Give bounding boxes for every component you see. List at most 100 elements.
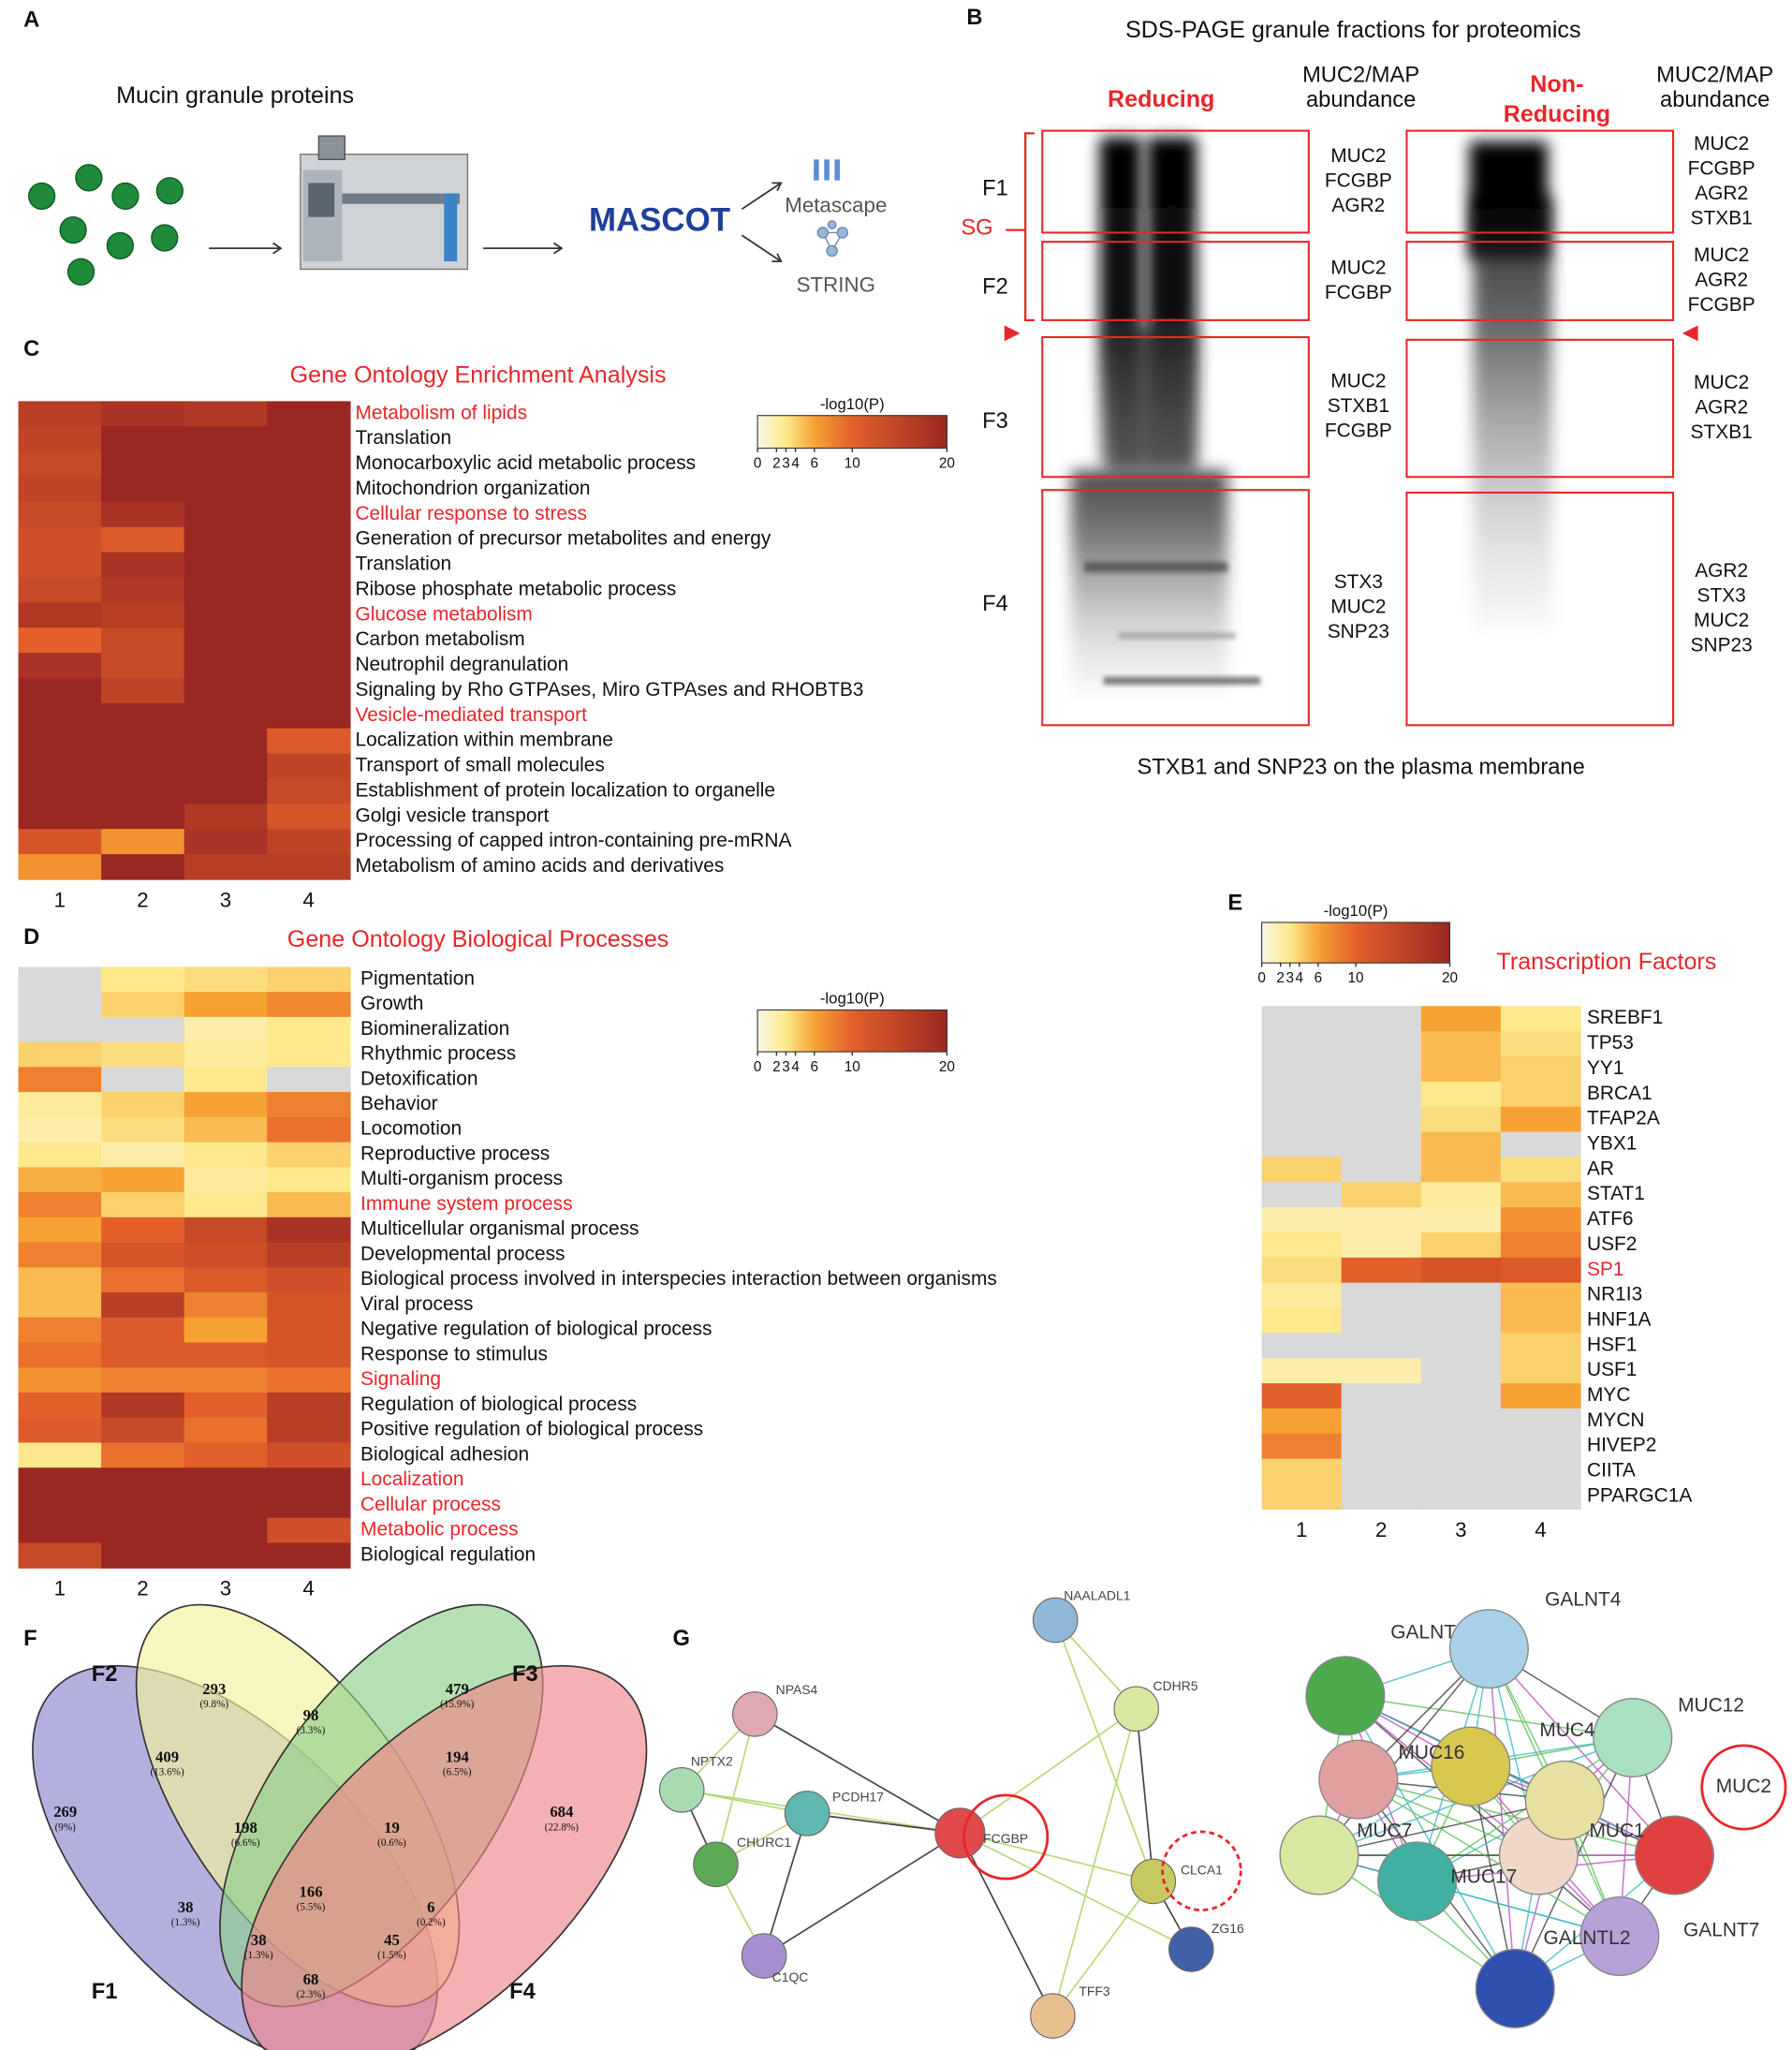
- heatmap-cell: [1261, 1408, 1343, 1435]
- fraction-box: [1405, 241, 1675, 321]
- protein: STX3: [1697, 584, 1746, 606]
- heatmap-cell: [184, 1041, 268, 1069]
- protein: MUC2: [1694, 372, 1749, 393]
- heatmap-cell: [184, 501, 268, 528]
- heatmap-cell: [18, 1442, 102, 1468]
- heatmap-cell: [184, 778, 268, 805]
- heatmap-cell: [18, 401, 102, 427]
- fraction-box: [1041, 129, 1310, 234]
- fraction-label: F3: [982, 409, 1008, 434]
- heatmap-cell: [18, 1092, 102, 1118]
- node-label: TFF3: [1079, 1984, 1110, 1998]
- heatmap-cell: [1341, 1333, 1422, 1359]
- node-label: MUC4: [1539, 1719, 1595, 1741]
- colorbar-tick-label: 0: [1257, 970, 1266, 986]
- label: STXB1 and SNP23 on the plasma membrane: [1137, 756, 1584, 780]
- heatmap-cell: [18, 426, 102, 452]
- row-label: Localization within membrane: [355, 730, 612, 751]
- heatmap-cell: [1420, 1257, 1502, 1284]
- heatmap-cell: [18, 1242, 102, 1268]
- heatmap-cell: [18, 451, 102, 478]
- heatmap-cell: [1420, 1131, 1502, 1158]
- region-count: 684: [550, 1803, 574, 1821]
- row-label: Signaling: [360, 1368, 441, 1390]
- granule: [151, 224, 179, 252]
- network-edge: [959, 1708, 1138, 1835]
- panel-title: Gene Ontology Biological Processes: [287, 926, 669, 952]
- row-label: Vesicle-mediated transport: [355, 704, 587, 726]
- heatmap-cell: [1261, 1333, 1343, 1359]
- column-label: 1: [54, 1577, 66, 1600]
- row-label: AR: [1587, 1158, 1614, 1179]
- heatmap-cell: [267, 1442, 351, 1468]
- heatmap-cell: [267, 501, 351, 528]
- gel-reducing: [1070, 137, 1261, 693]
- colorbar-tick-label: 0: [754, 455, 762, 471]
- protein: AGR2: [1695, 183, 1748, 204]
- heatmap-cell: [18, 1267, 102, 1293]
- region-count: 6: [427, 1898, 434, 1916]
- heatmap-cell: [18, 829, 102, 855]
- row-label: Reproductive process: [360, 1143, 550, 1164]
- heatmap-cell: [184, 992, 268, 1018]
- heatmap-cell: [1261, 1006, 1343, 1032]
- heatmap-cell: [101, 804, 185, 830]
- colorbar: [1261, 922, 1451, 964]
- colorbar-tick-label: 6: [811, 1059, 819, 1075]
- heatmap-cell: [18, 1167, 102, 1193]
- region-percent: (13.6%): [150, 1767, 184, 1778]
- panel-title: Gene Ontology Enrichment Analysis: [290, 362, 667, 389]
- region-percent: (0.6%): [377, 1837, 406, 1849]
- heatmap-cell: [1500, 1307, 1581, 1335]
- heatmap-cell: [18, 653, 102, 679]
- heatmap-cell: [101, 577, 185, 604]
- heatmap-cell: [184, 702, 268, 730]
- heatmap-cell: [18, 1342, 102, 1368]
- heatmap-cell: [1500, 1333, 1581, 1359]
- heatmap-cell: [18, 1192, 102, 1218]
- fraction-box: [1405, 338, 1675, 479]
- granule: [155, 177, 184, 205]
- heatmap-cell: [267, 1142, 351, 1169]
- protein: MUC2: [1330, 145, 1386, 167]
- network-node: [784, 1791, 830, 1836]
- colorbar-title: -log10(P): [1324, 902, 1388, 920]
- heatmap-cell: [1261, 1131, 1343, 1158]
- row-label: Locomotion: [360, 1118, 462, 1140]
- fraction-box: [1041, 489, 1310, 727]
- instrument: [300, 135, 469, 271]
- node-label: FCGBP: [983, 1831, 1028, 1846]
- heatmap-cell: [1341, 1055, 1422, 1083]
- protein: STX3: [1334, 571, 1383, 593]
- heatmap-cell: [101, 1116, 185, 1143]
- network-node: [1377, 1841, 1458, 1922]
- heatmap-cell: [267, 677, 351, 704]
- row-label: Establishment of protein localization to…: [355, 779, 775, 801]
- label: Metascape: [785, 193, 887, 216]
- network-node: [1305, 1656, 1386, 1736]
- heatmap-cell: [1500, 1282, 1581, 1309]
- arrows: [209, 182, 783, 263]
- heatmap-cell: [267, 602, 351, 628]
- heatmap-cell: [18, 1016, 102, 1043]
- heatmap-cell: [18, 526, 102, 553]
- heatmap-cell: [1420, 1383, 1502, 1409]
- network-edge: [1051, 1880, 1154, 2017]
- column-label: 3: [220, 889, 231, 912]
- row-label: Cellular process: [360, 1494, 501, 1515]
- region-count: 166: [299, 1882, 322, 1900]
- heatmap-cell: [18, 1392, 102, 1419]
- region-percent: (2.3%): [297, 1989, 326, 2000]
- heatmap-cell: [18, 1517, 102, 1544]
- heatmap-cell: [1341, 1157, 1422, 1183]
- heatmap-cell: [18, 1217, 102, 1244]
- heatmap-cell: [1341, 1006, 1422, 1032]
- heatmap-cell: [101, 778, 185, 805]
- heatmap-cell: [1420, 1207, 1502, 1233]
- set-label: F3: [512, 1662, 538, 1687]
- heatmap-cell: [18, 966, 102, 993]
- row-label: YY1: [1587, 1057, 1624, 1079]
- heatmap-cell: [267, 992, 351, 1018]
- heatmap-cell: [267, 627, 351, 654]
- row-label: Ribose phosphate metabolic process: [355, 578, 676, 599]
